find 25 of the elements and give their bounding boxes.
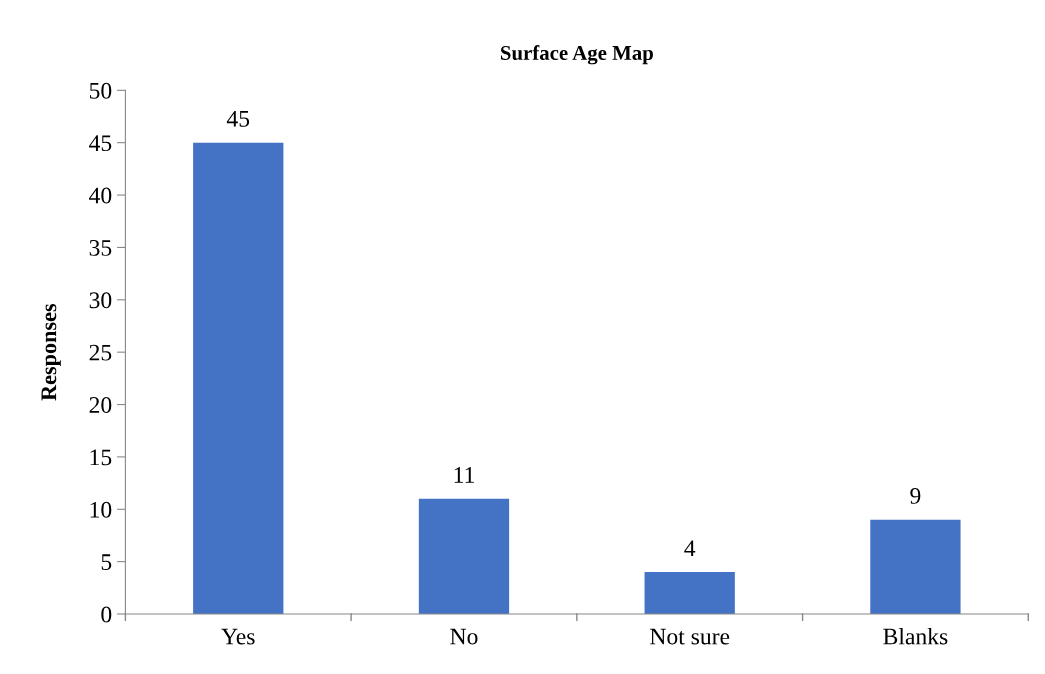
bar <box>418 498 510 615</box>
x-tick-label: Yes <box>221 628 255 645</box>
y-tick-label: 30 <box>89 292 112 309</box>
data-label: 11 <box>454 467 474 483</box>
x-tick-label: No <box>450 628 478 645</box>
y-tick-label: 0 <box>101 606 112 623</box>
y-tick-label: 5 <box>101 554 112 571</box>
y-tick-label: 50 <box>89 82 112 99</box>
bar <box>644 572 735 615</box>
data-label: 4 <box>684 540 696 556</box>
y-tick-label: 45 <box>89 135 112 152</box>
chart-title: Surface Age Map <box>500 45 653 65</box>
bar <box>193 142 284 615</box>
y-tick-label: 10 <box>90 501 112 518</box>
x-tick-label: Blanks <box>883 627 948 645</box>
x-tick-label: Not sure <box>650 628 730 645</box>
y-tick-label: 35 <box>89 239 112 256</box>
y-tick-label: 20 <box>89 397 112 413</box>
data-label: 9 <box>910 487 921 504</box>
data-label: 45 <box>226 111 250 127</box>
y-tick-label: 25 <box>89 344 112 361</box>
y-axis-title: Responses <box>41 303 61 401</box>
y-tick-label: 40 <box>89 187 112 204</box>
bar <box>870 519 961 615</box>
y-tick-label: 15 <box>90 449 112 466</box>
